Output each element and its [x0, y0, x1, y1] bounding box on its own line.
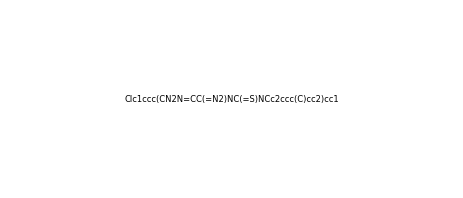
Text: Clc1ccc(CN2N=CC(=N2)NC(=S)NCc2ccc(C)cc2)cc1: Clc1ccc(CN2N=CC(=N2)NC(=S)NCc2ccc(C)cc2)…	[125, 94, 338, 104]
